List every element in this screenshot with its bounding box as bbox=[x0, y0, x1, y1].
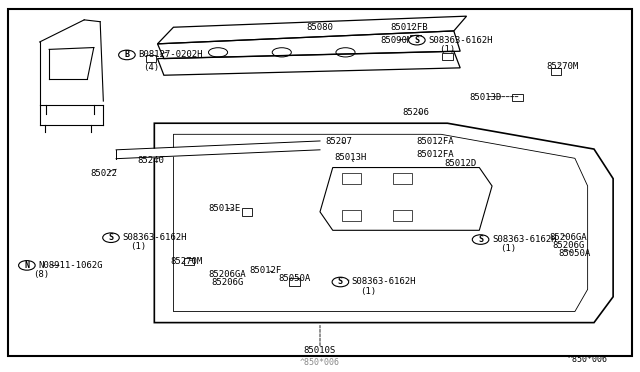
Circle shape bbox=[408, 35, 425, 45]
Text: 85013H: 85013H bbox=[335, 153, 367, 162]
Text: 85090M: 85090M bbox=[380, 36, 413, 45]
Text: 85022: 85022 bbox=[90, 169, 116, 177]
Text: S: S bbox=[478, 235, 483, 244]
Text: (8): (8) bbox=[33, 270, 49, 279]
Text: N08911-1062G: N08911-1062G bbox=[38, 261, 103, 270]
Text: 85270M: 85270M bbox=[546, 61, 579, 71]
Bar bbox=[410, 35, 420, 42]
Text: 85240: 85240 bbox=[138, 155, 164, 165]
Text: ^850*006: ^850*006 bbox=[300, 358, 340, 367]
Bar bbox=[394, 173, 412, 184]
Text: 85012FA: 85012FA bbox=[416, 150, 454, 159]
Circle shape bbox=[102, 233, 119, 243]
Circle shape bbox=[19, 260, 35, 270]
Text: S08363-6162H: S08363-6162H bbox=[122, 233, 187, 242]
Text: 85206GA: 85206GA bbox=[209, 270, 246, 279]
Bar bbox=[342, 173, 362, 184]
Text: 85012F: 85012F bbox=[250, 266, 282, 275]
Text: 85206G: 85206G bbox=[552, 241, 585, 250]
Text: (1): (1) bbox=[360, 287, 376, 296]
Text: 85010S: 85010S bbox=[304, 346, 336, 355]
Bar bbox=[146, 55, 156, 62]
Text: ^850*006: ^850*006 bbox=[568, 355, 607, 364]
Text: (1): (1) bbox=[500, 244, 516, 253]
Text: S: S bbox=[338, 278, 343, 286]
Text: 85012FA: 85012FA bbox=[416, 137, 454, 146]
Text: S08363-6162H: S08363-6162H bbox=[352, 278, 417, 286]
Text: 85012D: 85012D bbox=[444, 159, 476, 169]
Text: S08363-6162H: S08363-6162H bbox=[492, 235, 557, 244]
Bar bbox=[394, 210, 412, 221]
Bar bbox=[550, 68, 561, 75]
Text: S: S bbox=[414, 36, 419, 45]
Text: B: B bbox=[124, 51, 129, 60]
Text: 85080: 85080 bbox=[307, 23, 333, 32]
Circle shape bbox=[332, 277, 349, 287]
Text: 85206: 85206 bbox=[402, 108, 429, 117]
Text: (1): (1) bbox=[131, 243, 147, 251]
Bar bbox=[513, 94, 523, 101]
Circle shape bbox=[118, 50, 135, 60]
Text: (4): (4) bbox=[143, 63, 159, 72]
Bar bbox=[342, 210, 362, 221]
Bar bbox=[289, 278, 300, 286]
Text: N: N bbox=[24, 261, 29, 270]
Circle shape bbox=[472, 235, 489, 244]
Bar bbox=[184, 258, 195, 265]
Text: 85270M: 85270M bbox=[170, 257, 202, 266]
Text: 85206G: 85206G bbox=[211, 278, 244, 287]
Text: B08127-0202H: B08127-0202H bbox=[138, 51, 203, 60]
Text: 85013E: 85013E bbox=[208, 203, 241, 213]
Text: (1): (1) bbox=[440, 45, 456, 54]
Text: 85012FB: 85012FB bbox=[390, 23, 428, 32]
Text: 85013D: 85013D bbox=[470, 93, 502, 102]
Bar bbox=[442, 53, 452, 61]
Text: S08363-6162H: S08363-6162H bbox=[428, 36, 493, 45]
Text: S: S bbox=[109, 233, 113, 242]
Bar bbox=[242, 208, 252, 215]
Text: 85050A: 85050A bbox=[278, 274, 310, 283]
Text: 85207: 85207 bbox=[326, 137, 353, 146]
Text: 85206GA: 85206GA bbox=[550, 233, 588, 242]
Text: 85050A: 85050A bbox=[559, 250, 591, 259]
